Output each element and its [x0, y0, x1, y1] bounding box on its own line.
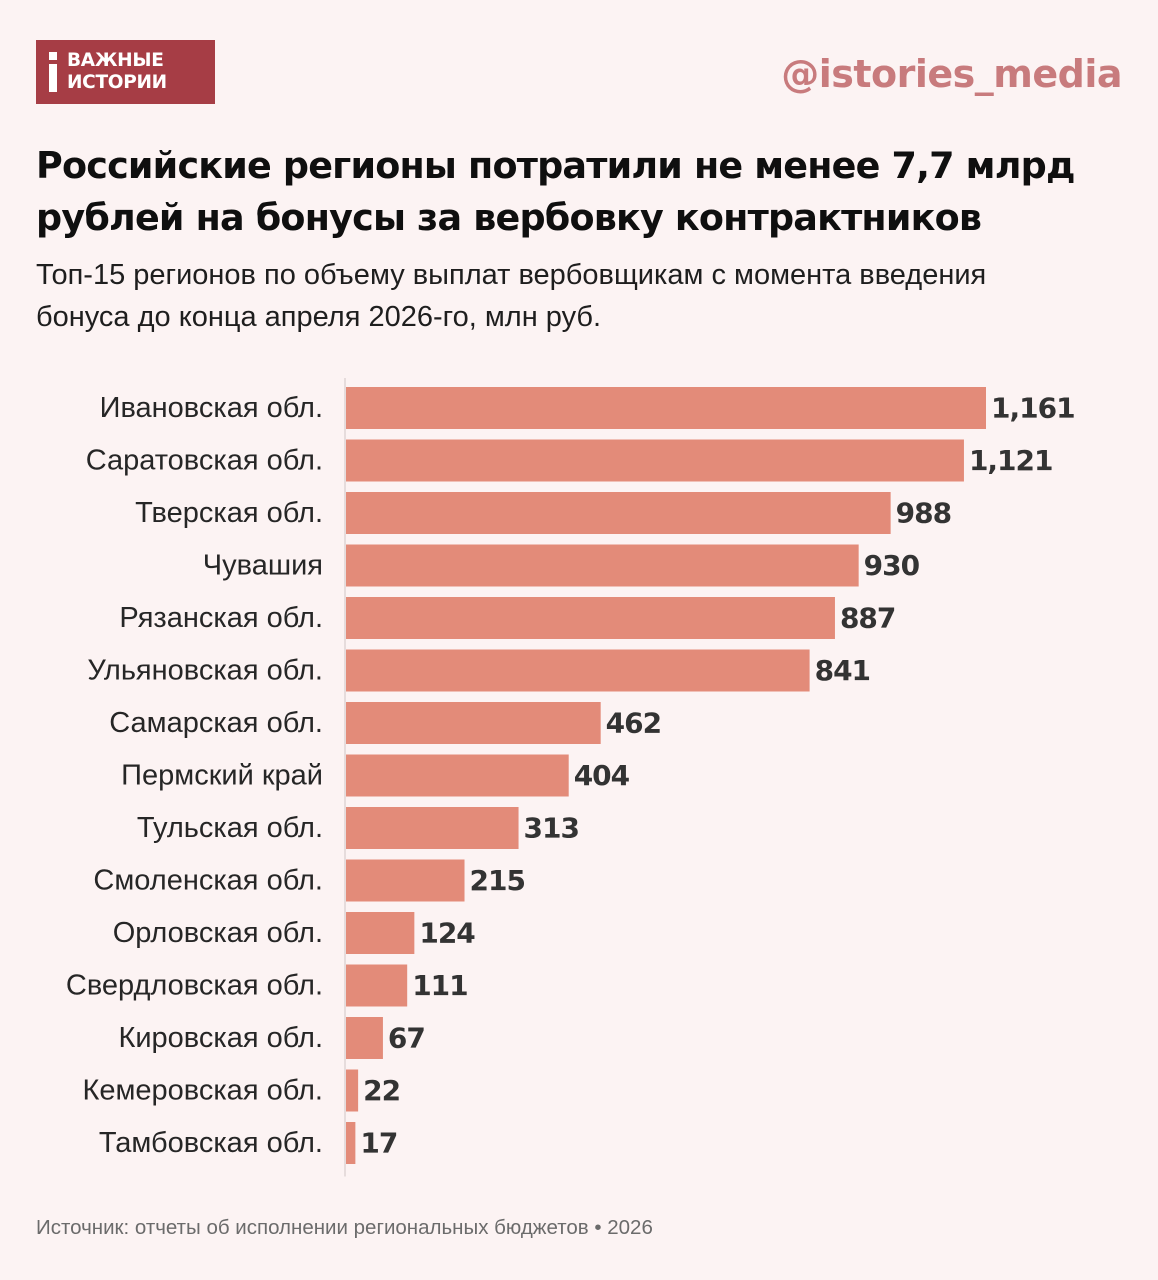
value-label: 313	[524, 812, 579, 845]
title-line-1: Российские регионы потратили не менее 7,…	[36, 144, 1075, 187]
bar-row: Кемеровская обл. 22	[82, 1069, 401, 1112]
source-note: Источник: отчеты об исполнении региональ…	[36, 1216, 653, 1239]
bar-row: Тамбовская обл. 17	[99, 1122, 398, 1164]
bar	[346, 544, 859, 587]
logo-i-icon	[49, 52, 57, 92]
value-label: 887	[840, 602, 895, 635]
logo-line-2: ИСТОРИИ	[67, 72, 167, 93]
bar-row: Ивановская обл. 1,161	[100, 387, 1076, 429]
bar	[346, 702, 601, 744]
value-label: 930	[864, 549, 920, 582]
brand-logo: ВАЖНЫЕ ИСТОРИИ	[36, 40, 215, 104]
category-label: Самарская обл.	[109, 707, 323, 739]
category-label: Тульская обл.	[137, 812, 323, 844]
bar-row: Кировская обл. 67	[118, 1017, 426, 1059]
category-label: Ульяновская обл.	[87, 655, 323, 687]
value-label: 1,121	[969, 444, 1053, 477]
category-label: Тверская обл.	[135, 497, 323, 529]
category-label: Ивановская обл.	[100, 392, 323, 424]
category-label: Чувашия	[203, 550, 323, 582]
category-label: Пермский край	[121, 760, 323, 792]
title-line-2: рублей на бонусы за вербовку контрактник…	[36, 196, 982, 239]
logo-line-1: ВАЖНЫЕ	[67, 50, 164, 71]
category-label: Рязанская обл.	[119, 602, 323, 634]
bar-chart: Ивановская обл. 1,161 Саратовская обл. 1,12…	[66, 378, 1076, 1177]
bar	[346, 859, 465, 902]
value-label: 215	[470, 864, 525, 897]
value-label: 988	[896, 497, 951, 530]
bar-row: Тверская обл. 988	[135, 492, 952, 534]
bar-row: Тульская обл. 313	[137, 807, 580, 849]
chart-title: Российские регионы потратили не менее 7,…	[36, 140, 1126, 244]
chart-subtitle: Топ-15 регионов по объему выплат вербовщ…	[36, 254, 1126, 338]
bar	[346, 964, 408, 1007]
value-label: 1,161	[991, 392, 1075, 425]
value-label: 124	[419, 917, 475, 950]
bar-row: Свердловская обл. 111	[66, 964, 469, 1007]
bar-row: Орловская обл. 124	[113, 912, 476, 954]
category-label: Тамбовская обл.	[99, 1127, 323, 1159]
subtitle-line-1: Топ-15 регионов по объему выплат вербовщ…	[36, 259, 987, 291]
bar-row: Саратовская обл. 1,121	[86, 439, 1054, 482]
logo-text: ВАЖНЫЕ ИСТОРИИ	[67, 50, 167, 94]
value-label: 67	[388, 1022, 425, 1055]
value-label: 22	[363, 1074, 400, 1107]
bar	[346, 492, 891, 534]
social-handle: @istories_media	[781, 52, 1122, 96]
value-label: 404	[574, 759, 630, 792]
bar	[346, 807, 519, 849]
bar-row: Пермский край 404	[121, 754, 631, 797]
bar	[346, 439, 964, 482]
value-label: 17	[360, 1127, 397, 1160]
bar	[346, 1069, 359, 1112]
bar-row: Ульяновская обл. 841	[87, 649, 871, 692]
bar-row: Чувашия 930	[203, 544, 921, 587]
bar-row: Рязанская обл. 887	[119, 597, 896, 639]
value-label: 111	[412, 969, 467, 1002]
bar	[346, 754, 569, 797]
category-label: Свердловская обл.	[66, 970, 323, 1002]
bar	[346, 649, 810, 692]
bar	[346, 387, 986, 429]
category-label: Кировская обл.	[118, 1022, 323, 1054]
bar	[346, 912, 415, 954]
bar-row: Самарская обл. 462	[109, 702, 662, 744]
value-label: 462	[606, 707, 661, 740]
bar	[346, 1017, 383, 1059]
bar	[346, 1122, 356, 1164]
subtitle-line-2: бонуса до конца апреля 2026-го, млн руб.	[36, 301, 602, 333]
bar-row: Смоленская обл. 215	[93, 859, 526, 902]
category-label: Орловская обл.	[113, 917, 323, 949]
category-label: Саратовская обл.	[86, 445, 323, 477]
value-label: 841	[815, 654, 870, 687]
category-label: Смоленская обл.	[93, 865, 323, 897]
bar	[346, 597, 835, 639]
category-label: Кемеровская обл.	[82, 1075, 323, 1107]
